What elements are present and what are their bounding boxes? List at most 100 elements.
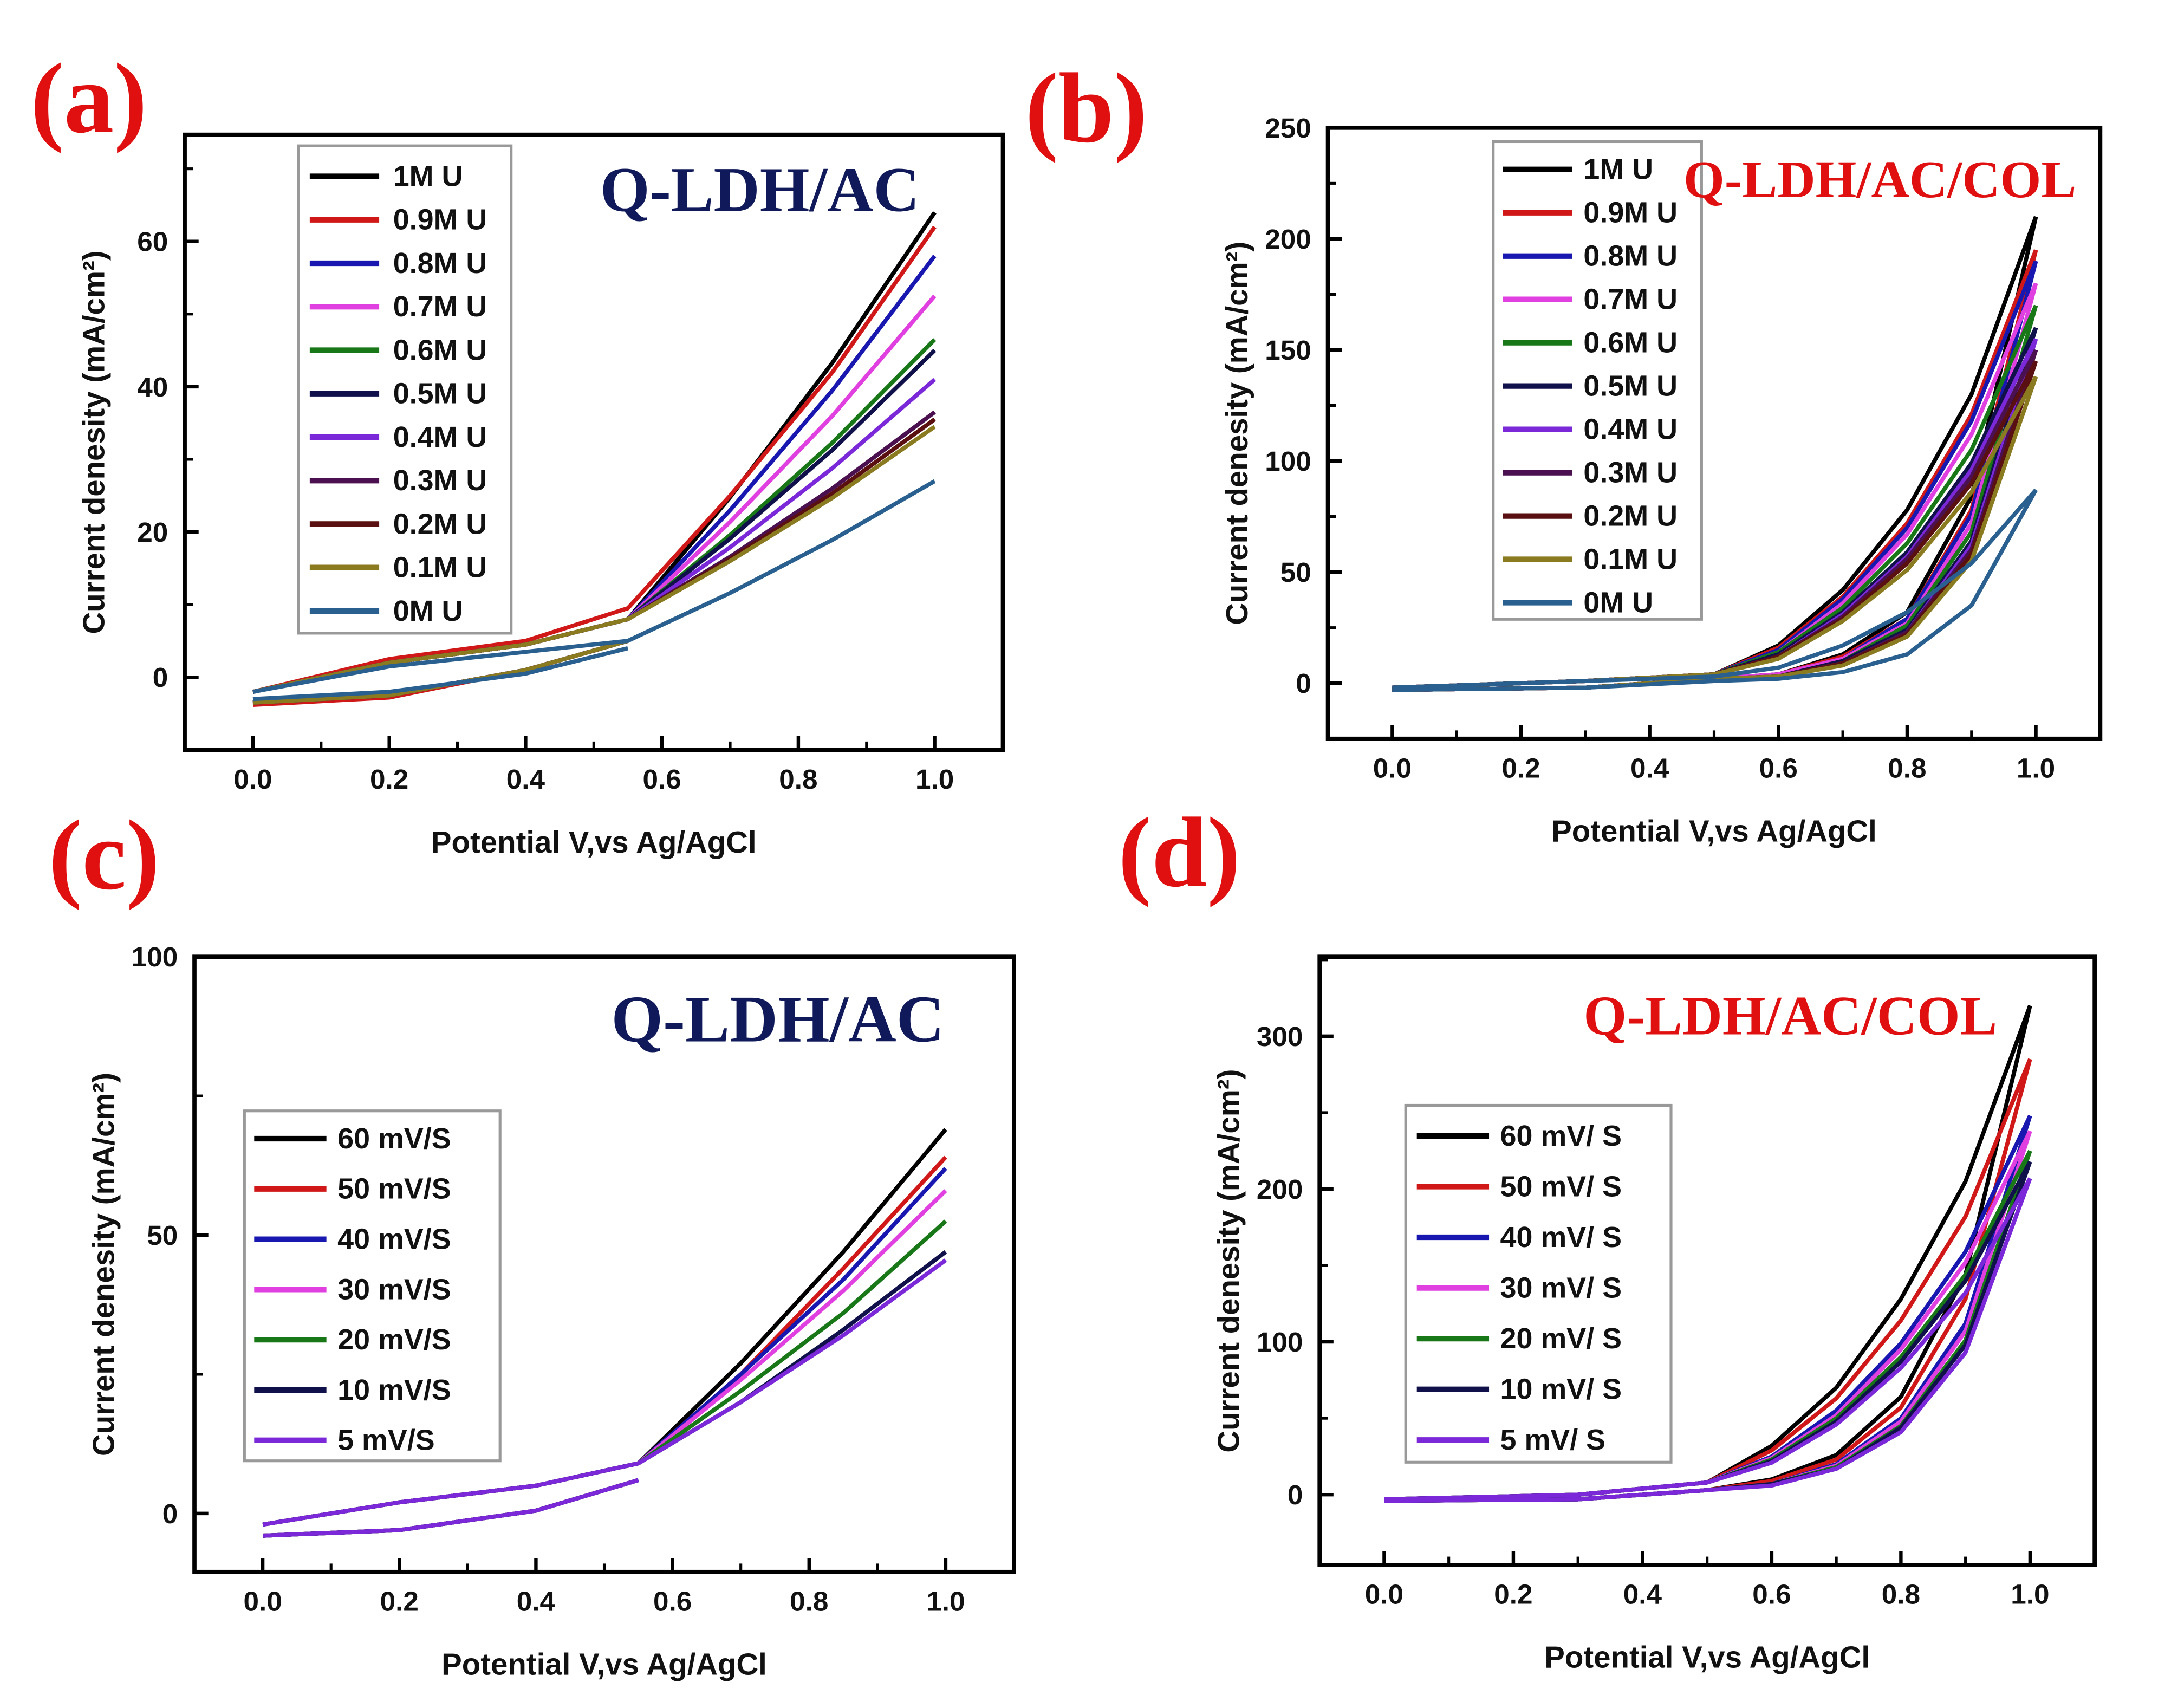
legend-label: 0.8M U [393,247,487,280]
legend-label: 0M U [393,595,463,627]
x-tick-label: 0.0 [243,1586,282,1617]
legend-label: 0.1M U [393,551,487,584]
x-tick-label: 0.2 [380,1586,419,1617]
x-tick-label: 0.6 [1759,753,1798,784]
inset-title: Q-LDH/AC [600,154,920,225]
legend-label: 0.2M U [393,508,487,540]
legend-label: 0.7M U [1583,283,1678,316]
legend-label: 0.9M U [393,204,487,236]
y-tick-label: 60 [137,226,168,257]
legend-label: 20 mV/S [337,1323,451,1356]
legend-label: 0.6M U [1583,327,1678,359]
y-tick-label: 0 [1296,668,1311,699]
x-tick-label: 0.0 [1365,1579,1403,1610]
chart-panel-a: (a) 0.0 0.2 0.4 0.6 0.8 1.0 0 20 40 60 Potential V,… [30,43,1005,859]
x-tick-label: 0.2 [1494,1579,1532,1610]
x-axis-label: Potential V,vs Ag/AgCl [441,1647,767,1681]
inset-title: Q-LDH/AC [611,982,944,1056]
legend-label: 0.1M U [1583,543,1678,575]
series-line [252,479,936,694]
series-line-reverse [252,639,629,705]
series-line [1392,216,2038,690]
chart-panel-c: (c) 0.0 0.2 0.4 0.6 0.8 1.0 0 50 100 Potential V,v… [49,800,1016,1681]
legend-label: 0.4M U [393,421,487,453]
legend-label: 5 mV/ S [1500,1424,1606,1456]
y-tick-label: 100 [132,941,178,972]
legend-label: 60 mV/ S [1500,1120,1622,1152]
legend-label: 5 mV/S [337,1424,435,1457]
series-line-reverse [252,639,629,705]
series-line [1392,249,2038,690]
x-axis-label: Potential V,vs Ag/AgCl [1551,814,1877,848]
series-line [1392,360,2038,690]
x-tick-label: 0.4 [506,764,545,795]
y-tick-label: 40 [137,372,168,402]
legend-label: 40 mV/S [337,1223,451,1256]
panel-label: (c) [49,800,160,911]
series-line [1392,260,2038,690]
series-line [252,425,936,694]
legend-label: 40 mV/ S [1500,1221,1622,1254]
series-line-reverse [263,1478,639,1538]
legend-label: 20 mV/ S [1500,1322,1622,1355]
legend: 60 mV/S 50 mV/S 40 mV/S 30 mV/S 20 mV/S 10 mV… [243,1109,502,1463]
legend-label: 0.6M U [393,334,487,366]
legend-label: 0.2M U [1583,500,1678,532]
series-line-reverse [263,1478,639,1538]
legend-label: 0.3M U [393,464,487,497]
legend-label: 30 mV/S [337,1273,451,1306]
x-tick-label: 0.8 [1888,753,1926,784]
panel-label: (a) [30,43,147,154]
y-axis-label: Current denesity (mA/cm²) [76,250,110,634]
chart-panel-d: (d) 0.0 0.2 0.4 0.6 0.8 1.0 0 100 200 300 Potential… [1118,797,2097,1674]
legend-box [297,144,513,635]
legend-label: 10 mV/S [337,1374,451,1406]
series-line-reverse [252,646,629,702]
x-tick-label: 0.4 [1623,1579,1662,1610]
legend-label: 0.7M U [393,290,487,323]
series-line [1392,282,2038,690]
legend-label: 0.3M U [1583,457,1678,489]
y-tick-label: 100 [1257,1327,1303,1358]
legend-box [1492,140,1703,621]
legend-label: 1M U [1583,153,1653,186]
x-tick-label: 0.4 [1630,753,1669,784]
series-line-reverse [252,639,629,705]
legend-label: 10 mV/ S [1500,1373,1622,1406]
x-tick-label: 0.8 [1882,1579,1920,1610]
legend-box [243,1109,502,1463]
series-line [1392,337,2038,690]
x-tick-label: 0.2 [1501,753,1540,784]
legend-label: 0.4M U [1583,413,1678,446]
legend: 1M U 0.9M U 0.8M U 0.7M U 0.6M U 0.5M U 0.4M U… [1492,140,1703,621]
y-tick-label: 20 [137,517,168,548]
series-line-reverse [252,639,629,705]
inset-title: Q-LDH/AC/COL [1683,151,2076,209]
x-tick-label: 0.6 [643,764,681,795]
x-tick-label: 0.4 [517,1586,556,1617]
series-line [252,225,937,694]
y-tick-label: 300 [1257,1021,1303,1052]
series-line [1392,375,2038,690]
x-tick-label: 0.0 [1373,753,1412,784]
panel-label: (d) [1118,797,1240,907]
x-axis-label: Potential V,vs Ag/AgCl [1544,1640,1870,1674]
legend-label: 60 mV/S [337,1122,451,1155]
legend: 60 mV/ S 50 mV/ S 40 mV/ S 30 mV/ S 20 mV/ S… [1404,1103,1673,1464]
x-tick-label: 0.0 [233,764,272,795]
y-tick-label: 0 [162,1498,178,1529]
series-line-reverse [263,1478,639,1538]
legend-label: 50 mV/S [337,1173,451,1205]
y-axis-label: Current denesity (mA/cm²) [1220,242,1254,625]
x-tick-label: 0.2 [370,764,408,795]
x-tick-label: 1.0 [926,1586,965,1617]
legend-label: 0.9M U [1583,197,1678,229]
legend-label: 0.8M U [1583,240,1678,272]
x-tick-label: 0.8 [790,1586,828,1617]
series-line-reverse [252,639,629,705]
y-tick-label: 50 [147,1220,178,1251]
x-axis-label: Potential V,vs Ag/AgCl [431,825,757,859]
legend-label: 0M U [1583,586,1653,619]
series-line-reverse [252,639,629,705]
